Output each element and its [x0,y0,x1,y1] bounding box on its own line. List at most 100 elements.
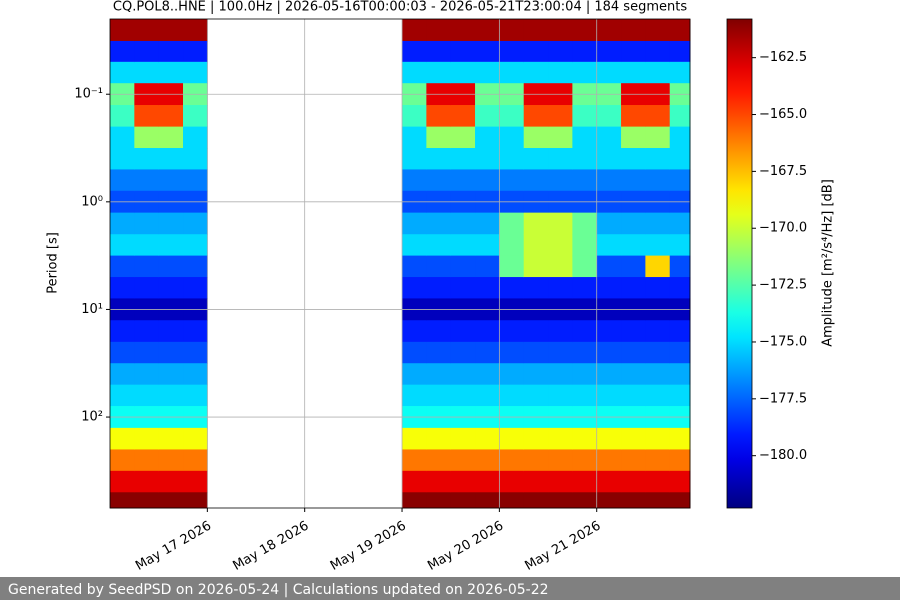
heatmap-cell [158,212,184,235]
heatmap-cell [499,341,525,364]
heatmap-cell [426,384,452,407]
heatmap-cell [110,255,135,278]
heatmap-cell [183,320,208,343]
heatmap-cell [402,384,427,407]
heatmap-cell [596,126,622,149]
heatmap-cell [499,212,525,235]
heatmap-cell [596,19,622,42]
heatmap-cell [475,40,500,63]
colorbar-tick-label: −177.5 [759,391,807,406]
heatmap-cell [572,470,598,493]
heatmap-cell [183,61,208,84]
heatmap-cell [134,363,160,386]
heatmap-cell [621,61,646,84]
heatmap-cell [572,341,598,364]
heatmap-cell [548,492,573,509]
heatmap-cell [450,449,476,472]
heatmap-cell [645,255,671,278]
heatmap-cell [134,449,160,472]
heatmap-cell [426,19,452,42]
heatmap-cell [523,40,549,63]
heatmap-cell [402,147,427,170]
heatmap-cell [110,169,135,192]
heatmap-cell [158,470,184,493]
y-tick-label: 10⁰ [81,194,103,209]
x-tick-label: May 19 2026 [328,519,409,574]
heatmap-cell [669,255,691,278]
heatmap-cell [499,363,525,386]
heatmap-cell [450,341,476,364]
heatmap-cell [572,126,598,149]
heatmap-cell [669,384,691,407]
heatmap-cell [475,427,500,450]
heatmap-cell [523,19,549,42]
heatmap-cell [572,40,598,63]
heatmap-cell [110,427,135,450]
heatmap-cell [450,384,476,407]
heatmap-cell [645,363,671,386]
heatmap-cell [548,61,573,84]
heatmap-cell [669,427,691,450]
heatmap-cell [499,492,525,509]
heatmap-cell [548,320,573,343]
heatmap-cell [134,19,160,42]
heatmap-cell [475,277,500,299]
heatmap-cell [523,470,549,493]
colorbar-tick-label: −167.5 [759,164,807,179]
heatmap-cell [134,169,160,192]
heatmap-cell [450,492,476,509]
heatmap-cell [523,492,549,509]
heatmap-cell [645,320,671,343]
heatmap-cell [134,470,160,493]
heatmap-cell [523,105,549,128]
heatmap-cell [183,427,208,450]
heatmap-cell [158,19,184,42]
heatmap-cell [134,255,160,278]
x-tick-label: May 21 2026 [523,519,604,574]
heatmap-cell [548,169,573,192]
heatmap-cell [183,169,208,192]
heatmap-cell [402,255,427,278]
colorbar-tick-label: −180.0 [759,448,807,463]
heatmap-cell [621,212,646,235]
heatmap-cell [645,40,671,63]
heatmap-cell [669,147,691,170]
heatmap-cell [134,212,160,235]
heatmap-cell [596,363,622,386]
heatmap-cell [621,277,646,299]
heatmap-cell [158,363,184,386]
heatmap-cell [669,492,691,509]
heatmap-cell [426,126,452,149]
heatmap-cell [548,19,573,42]
heatmap-cell [621,320,646,343]
heatmap-cell [645,384,671,407]
heatmap-cell [183,492,208,509]
heatmap-cell [499,427,525,450]
heatmap-cell [450,255,476,278]
heatmap-cell [426,255,452,278]
heatmap-cell [402,320,427,343]
heatmap-cell [475,363,500,386]
heatmap-cell [596,470,622,493]
heatmap-cell [134,126,160,149]
heatmap-cell [110,320,135,343]
heatmap-cell [450,40,476,63]
heatmap-cell [621,255,646,278]
heatmap-cell [134,277,160,299]
colorbar-tick-label: −175.0 [759,334,807,349]
heatmap-cell [621,341,646,364]
heatmap-cell [426,234,452,257]
heatmap-cell [669,363,691,386]
heatmap-cell [596,234,622,257]
heatmap-cell [450,61,476,84]
heatmap-cell [183,234,208,257]
heatmap-cell [499,126,525,149]
heatmap-cell [402,61,427,84]
heatmap-cell [402,470,427,493]
heatmap-cell [402,492,427,509]
heatmap-cell [402,363,427,386]
heatmap-cell [475,19,500,42]
colorbar-tick-label: −165.0 [759,107,807,122]
heatmap-cell [450,427,476,450]
heatmap-cell [426,40,452,63]
